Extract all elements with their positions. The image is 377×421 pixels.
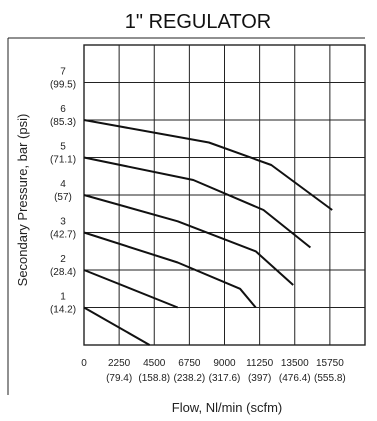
y-tick-label: 6 [60, 104, 66, 115]
series-group [83, 119, 333, 346]
grid [83, 44, 366, 346]
y-tick-label: 1 [60, 292, 66, 303]
y-tick-sublabel: (14.2) [50, 305, 76, 316]
x-tick-label: 0 [81, 358, 87, 369]
y-tick-label: 5 [60, 142, 66, 153]
y-tick-sublabel: (28.4) [50, 267, 76, 278]
series-line-4 [83, 194, 294, 286]
x-tick-sublabel: (79.4) [106, 373, 132, 384]
x-tick-label: 4500 [143, 358, 166, 369]
y-tick-sublabel: (57) [54, 192, 72, 203]
series-line-6 [83, 119, 333, 211]
x-tick-sublabel: (238.2) [174, 373, 206, 384]
y-tick-labels: 1 (14.2) 2 (28.4) 3 (42.7) 4 (57) 5 (71.1) 6 (85.3)… [50, 67, 76, 316]
y-tick-label: 4 [60, 179, 66, 190]
y-axis-label: Secondary Pressure, bar (psi) [15, 114, 30, 287]
x-tick-label: 15750 [316, 358, 344, 369]
chart-title: 1" REGULATOR [125, 11, 271, 33]
series-line-2 [83, 269, 179, 309]
y-tick-label: 3 [60, 217, 66, 228]
x-tick-sublabel: (397) [248, 373, 271, 384]
y-tick-sublabel: (85.3) [50, 117, 76, 128]
y-tick-sublabel: (42.7) [50, 230, 76, 241]
x-tick-label: 11250 [246, 358, 274, 369]
x-tick-label: 9000 [213, 358, 236, 369]
x-tick-sublabel: (317.6) [209, 373, 241, 384]
series-line-1 [83, 306, 151, 346]
x-tick-label: 13500 [281, 358, 309, 369]
x-axis-label: Flow, Nl/min (scfm) [172, 400, 283, 415]
series-line-3 [83, 231, 257, 309]
y-tick-label: 7 [60, 67, 66, 78]
y-tick-label: 2 [60, 254, 66, 265]
x-tick-label: 2250 [108, 358, 131, 369]
x-tick-label: 6750 [178, 358, 201, 369]
x-tick-sublabel: (555.8) [314, 373, 346, 384]
x-tick-sublabel: (158.8) [138, 373, 170, 384]
x-tick-labels: 0 2250 (79.4) 4500 (158.8) 6750 (238.2) 9000 (31… [81, 358, 346, 384]
y-tick-sublabel: (99.5) [50, 80, 76, 91]
x-tick-sublabel: (476.4) [279, 373, 311, 384]
y-tick-sublabel: (71.1) [50, 155, 76, 166]
series-line-5 [83, 156, 312, 249]
